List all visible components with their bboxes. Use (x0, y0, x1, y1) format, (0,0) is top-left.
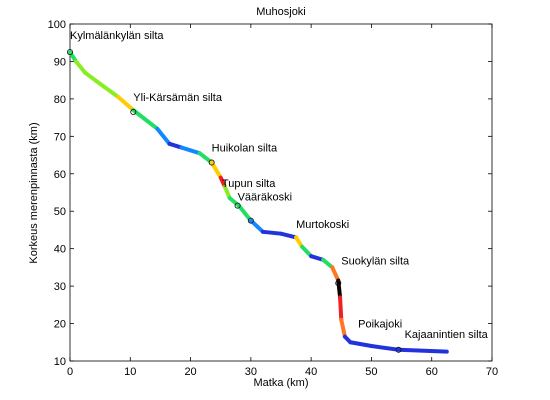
y-tick-label: 90 (54, 56, 66, 68)
profile-segment (339, 317, 347, 339)
annotation-label: Murtokoski (296, 219, 349, 231)
annotation-label: Suokylän silta (341, 255, 410, 267)
y-tick-label: 100 (48, 19, 66, 31)
bridge-marker (208, 159, 215, 166)
profile-segment (236, 203, 253, 223)
x-tick-label: 40 (305, 366, 317, 378)
y-tick-label: 70 (54, 131, 66, 143)
y-tick-label: 60 (54, 169, 66, 181)
profile-segment (222, 184, 232, 201)
profile-segment (369, 344, 401, 352)
profile-segment (83, 70, 103, 86)
annotation-label: Poikajoki (358, 318, 402, 330)
bridge-markers (67, 49, 402, 353)
bridge-marker (395, 346, 402, 353)
x-tick-label: 30 (245, 366, 257, 378)
profile-segment (116, 95, 136, 113)
profile-segment (336, 278, 343, 300)
bridge-marker (247, 217, 254, 224)
chart-title: Muhosjoki (256, 6, 306, 18)
y-tick-label: 40 (54, 244, 66, 256)
x-tick-label: 60 (426, 366, 438, 378)
profile-segment (330, 265, 341, 283)
profile-segment (348, 340, 374, 349)
y-tick-label: 30 (54, 281, 66, 293)
y-axis-label: Korkeus merenpinnasta (km) (28, 122, 40, 263)
plot-area (69, 23, 493, 362)
x-tick-label: 0 (67, 366, 73, 378)
profile-segment (300, 244, 314, 259)
y-tick-label: 50 (54, 206, 66, 218)
y-tick-label: 20 (54, 319, 66, 331)
x-tick-label: 20 (184, 366, 196, 378)
annotation-label: Huikolan silta (212, 142, 278, 154)
annotation-label: Vääräkoski (238, 192, 292, 204)
x-tick-label: 50 (365, 366, 377, 378)
profile-segment (179, 145, 202, 156)
x-tick-label: 10 (124, 366, 136, 378)
profile-segment (98, 81, 121, 100)
profile-segment (74, 59, 88, 75)
profile-segment (260, 229, 283, 236)
annotation-label: Kylmälänkylän silta (70, 30, 164, 42)
bridge-marker (234, 202, 241, 209)
x-axis-label: Matka (km) (254, 377, 309, 389)
y-tick-label: 10 (54, 356, 66, 368)
profile-segment (279, 231, 299, 240)
annotation-label: Tupun silta (222, 178, 276, 190)
profile-segment (143, 117, 160, 131)
y-tick-label: 80 (54, 94, 66, 106)
profile-segment (309, 254, 326, 262)
x-tick-label: 70 (486, 366, 498, 378)
annotation-label: Yli-Kärsämän silta (133, 92, 223, 104)
profile-segment (131, 108, 148, 122)
profile-segment (338, 295, 344, 322)
bridge-marker (130, 108, 137, 115)
profile-segment (155, 126, 172, 146)
profile-segment (167, 141, 184, 150)
annotation-label: Kajaanintien silta (405, 329, 489, 341)
profile-segment (396, 347, 449, 354)
y-axis: 10 20 30 40 50 60 70 80 90 100 (48, 19, 492, 368)
annotations: Kylmälänkylän silta Yli-Kärsämän silta Hui… (70, 30, 489, 341)
elevation-series (68, 50, 449, 354)
bridge-marker (67, 49, 74, 56)
x-axis: 0 10 20 30 40 50 60 70 (67, 24, 498, 378)
bridge-marker (335, 280, 342, 287)
